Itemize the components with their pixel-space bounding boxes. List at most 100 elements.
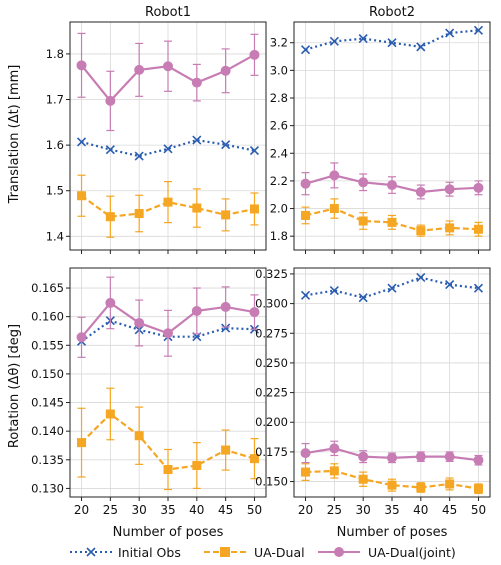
data-point [249, 49, 260, 60]
legend-item-initial-obs: Initial Obs [70, 545, 181, 560]
data-point [358, 474, 368, 484]
legend: Initial Obs UA-Dual UA-Dual(joint) [70, 545, 456, 560]
data-point [300, 45, 311, 55]
data-point [444, 451, 455, 462]
y-tick-label: 0.200 [255, 415, 288, 429]
panel-rotation-robot2: 0.150 0.175 0.200 0.225 0.250 0.275 0.300 0.325… [255, 267, 491, 517]
data-point [329, 36, 339, 46]
x-tick-label: 45 [442, 503, 457, 517]
data-point [358, 34, 368, 44]
series-ua-dual-joint [76, 32, 260, 132]
series-ua-dual-joint [76, 276, 260, 358]
xlabel-left: Number of poses [113, 525, 224, 540]
data-point [191, 305, 202, 316]
y-tick-label: 0.140 [31, 424, 64, 438]
data-point [473, 484, 483, 494]
data-point [191, 77, 202, 88]
data-point [445, 479, 455, 489]
data-point [300, 448, 311, 459]
data-point [192, 135, 202, 145]
data-point [77, 191, 87, 201]
data-point [220, 301, 231, 312]
y-tick-label: 0.250 [255, 356, 288, 370]
data-point [192, 203, 202, 213]
series-ua-dual [77, 174, 259, 238]
data-point [163, 144, 173, 154]
y-tick-label: 0.135 [31, 453, 64, 467]
data-point [105, 145, 115, 155]
y-tick-label: 0.225 [255, 386, 288, 400]
axes-frame [69, 267, 267, 498]
x-tick-label: 25 [103, 503, 118, 517]
data-point [473, 182, 484, 193]
data-point [300, 290, 311, 300]
axes-frame [293, 267, 491, 498]
panel-translation-robot1: 1.4 1.5 1.6 1.7 1.8 [46, 21, 267, 254]
data-point [76, 137, 87, 147]
x-tick-label: 45 [218, 503, 233, 517]
data-point [105, 409, 115, 419]
data-point [249, 307, 260, 318]
data-point [249, 454, 259, 464]
y-tick-label: 1.4 [46, 229, 64, 243]
legend-label: UA-Dual(joint) [368, 545, 456, 560]
x-tick-label: 35 [384, 503, 399, 517]
y-tick-label: 0.300 [255, 297, 288, 311]
data-point [163, 197, 173, 207]
y-tick-label: 2.6 [270, 119, 288, 133]
data-point [221, 323, 231, 333]
data-point [221, 210, 231, 220]
data-point [301, 467, 311, 477]
data-point [76, 332, 87, 343]
x-tick-label: 50 [247, 503, 262, 517]
data-point [77, 438, 87, 448]
data-point [358, 216, 368, 226]
panel-title-robot1: Robot1 [145, 5, 191, 20]
data-point [329, 204, 339, 214]
data-point [473, 25, 484, 35]
y-tick-label: 0.145 [31, 396, 64, 410]
y-tick-label: 1.8 [46, 47, 64, 61]
series-ua-dual [301, 463, 483, 495]
data-point [387, 283, 397, 293]
data-point [473, 224, 483, 234]
data-point [163, 465, 173, 475]
data-point [387, 217, 397, 227]
x-tick-label: 20 [74, 503, 89, 517]
data-point [387, 180, 397, 191]
data-point [329, 170, 340, 181]
y-tick-label: 0.155 [31, 338, 64, 352]
panel-translation-robot2: 1.8 2.0 2.2 2.4 2.6 2.8 3.0 3.2 [270, 21, 491, 254]
series-initial-obs [76, 135, 260, 161]
data-point [445, 223, 455, 233]
y-tick-label: 0.150 [255, 475, 288, 489]
legend-item-ua-dual: UA-Dual [204, 545, 305, 560]
data-point [358, 451, 369, 462]
axes-frame [69, 21, 267, 251]
panel-rotation-robot1: 0.130 0.135 0.140 0.145 0.150 0.155 0.160 0.165… [31, 267, 267, 517]
data-point [220, 65, 231, 76]
legend-marker-x [86, 547, 96, 557]
data-point [415, 186, 426, 197]
y-tick-label: 3.0 [270, 63, 288, 77]
y-tick-label: 3.2 [270, 36, 288, 50]
y-tick-label: 2.8 [270, 91, 288, 105]
legend-label: Initial Obs [118, 545, 181, 560]
data-point [329, 443, 340, 454]
data-point [134, 151, 144, 161]
y-tick-label: 2.0 [270, 202, 288, 216]
data-point [134, 209, 144, 219]
legend-marker-circle [334, 547, 344, 557]
data-point [249, 204, 259, 214]
data-point [105, 297, 116, 308]
data-point [329, 466, 339, 476]
series-ua-dual-joint [300, 162, 484, 200]
x-tick-label: 30 [356, 503, 371, 517]
series-ua-dual [301, 198, 483, 237]
data-point [105, 95, 116, 106]
data-point [416, 42, 426, 52]
data-point [416, 226, 426, 236]
data-point [105, 212, 115, 222]
data-point [358, 177, 369, 188]
